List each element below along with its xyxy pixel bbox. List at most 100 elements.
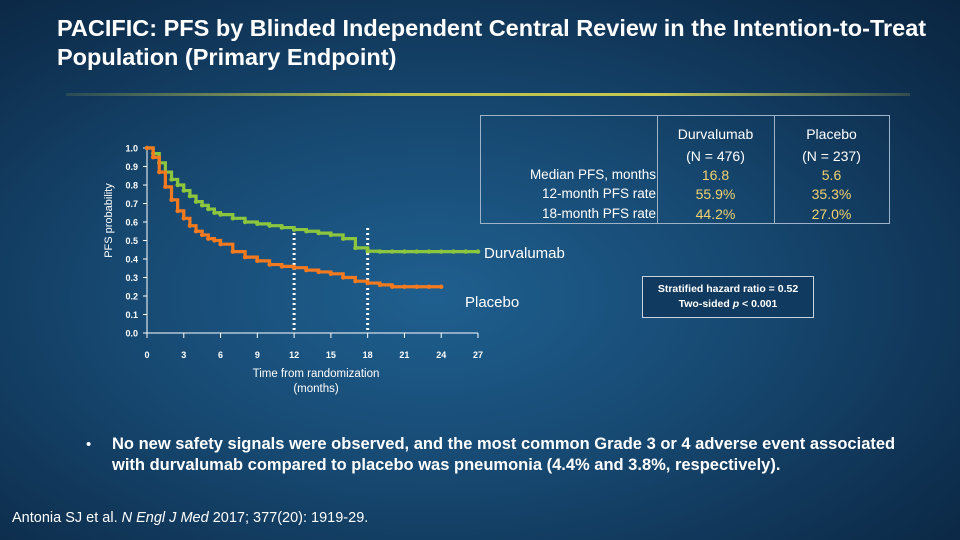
placebo-12-month-rate: 35.3% [811,186,852,202]
x-tick-label: 15 [326,350,336,360]
placebo-column-header: Placebo (N = 237) [774,123,889,167]
y-tick-label: 0.6 [125,218,138,228]
data-point [439,249,444,254]
data-point [365,249,370,254]
data-point [267,262,272,267]
chart-labels: PFS probability Time from randomization (m… [103,183,565,395]
citation: Antonia SJ et al. N Engl J Med 2017; 377… [12,510,368,526]
data-point [242,254,248,260]
data-point [353,279,358,284]
y-tick-label: 1.0 [125,144,138,154]
row-label-12-month: 12-month PFS rate [541,186,656,201]
x-axis-label: Time from randomization [253,368,380,380]
data-point [414,284,419,289]
x-tick-label: 0 [144,350,149,360]
data-point [365,280,370,286]
data-point [328,271,334,276]
data-point [304,267,309,273]
data-point [150,155,156,160]
x-tick-label: 9 [255,350,260,360]
durvalumab-median-pfs: 16.8 [701,167,730,183]
header-n: (N = 476) [686,148,745,164]
data-point [169,177,174,182]
data-point [451,249,456,254]
slide-title: PACIFIC: PFS by Blinded Independent Cent… [57,15,927,70]
data-point [439,284,444,289]
data-point [316,230,321,236]
data-point [279,225,285,230]
placebo-median-pfs: 5.6 [821,167,842,183]
x-tick-label: 12 [289,350,299,360]
hazard-ratio-box: Stratified hazard ratio = 0.52 Two-sided… [642,276,814,318]
hazard-ratio-text: Stratified hazard ratio = 0.52 [657,283,799,295]
data-point [340,236,346,241]
data-point [181,216,186,221]
data-point [175,182,180,188]
data-point [218,212,223,217]
data-point [193,229,199,234]
data-point [212,238,217,243]
x-tick-label: 27 [473,350,483,360]
durvalumab-series-label: Durvalumab [484,245,565,262]
x-axis-label: (months) [293,383,339,395]
data-point [463,249,468,254]
safety-bullet-text: No new safety signals were observed, and… [112,435,896,474]
data-point [199,203,205,208]
data-point [402,249,407,254]
data-point [377,249,383,254]
data-point [389,249,395,254]
data-point [304,229,309,234]
data-point [279,264,285,269]
data-point [193,199,199,204]
durvalumab-18-month-rate: 44.2% [695,206,736,222]
pfs-summary-table: Durvalumab (N = 476) Placebo (N = 237) M… [480,115,890,224]
citation-details: 2017; 377(20): 1919-29. [208,510,369,526]
data-point [181,188,186,193]
data-point [291,227,297,232]
durvalumab-12-month-rate: 55.9% [695,186,736,202]
data-point [267,223,272,228]
data-point [389,284,395,289]
placebo-series-label: Placebo [465,294,519,311]
data-point [426,284,432,289]
p-value-text: Two-sided p < 0.001 [643,297,813,312]
p-value-prefix: Two-sided [678,298,733,310]
data-point [157,169,162,175]
header-arm-name: Durvalumab [677,126,754,142]
y-tick-label: 0.1 [125,310,138,320]
data-point [144,145,150,151]
x-tick-label: 18 [363,350,373,360]
data-point [199,232,205,238]
x-tick-label: 6 [218,350,223,360]
data-point [230,249,236,254]
data-point [187,223,193,228]
data-point [206,236,211,241]
data-point [163,184,168,190]
header-arm-name: Placebo [806,126,857,142]
data-point [218,242,223,247]
data-point [475,249,481,254]
data-point [242,219,248,225]
y-tick-label: 0.2 [125,292,138,302]
x-tick-label: 21 [399,350,409,360]
p-value-suffix: < 0.001 [739,298,778,310]
bullet-marker: • [86,436,92,453]
data-point [328,232,334,238]
p-value-symbol: p [732,298,740,310]
data-point [377,282,383,288]
data-point [291,265,297,270]
y-tick-label: 0.7 [125,199,138,209]
y-tick-label: 0.0 [125,329,138,339]
data-point [187,193,193,199]
table-divider [774,116,775,223]
data-point [414,249,419,254]
data-point [255,258,260,264]
citation-authors: Antonia SJ et al. [12,510,122,526]
y-tick-label: 0.5 [125,236,138,246]
table-divider [657,116,658,223]
chart-axes: 0.0 0.1 0.2 0.3 0.4 0.5 0.6 0.7 0.8 0.9 1.0 0 3 6 9 12 1… [125,144,483,361]
citation-journal: N Engl J Med [121,510,209,526]
data-point [353,245,358,251]
y-axis-label: PFS probability [103,183,115,258]
